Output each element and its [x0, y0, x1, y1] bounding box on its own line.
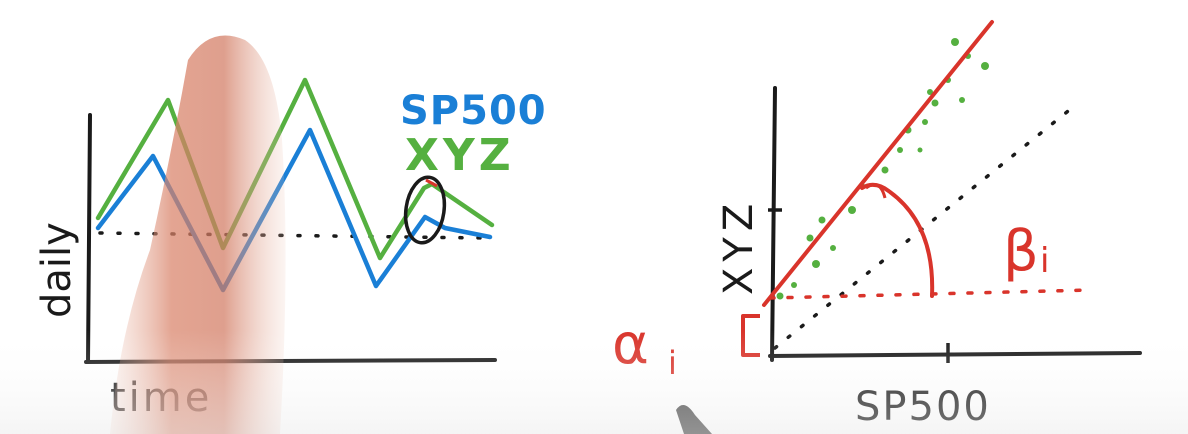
highlight-circle — [403, 175, 447, 245]
left-y-axis — [86, 113, 92, 364]
scatter-points — [776, 38, 989, 300]
regression-line — [762, 20, 994, 307]
left-y-axis-label: daily — [34, 222, 80, 318]
scatter-point — [897, 147, 903, 153]
scatter-point — [818, 216, 826, 224]
scatter-point — [959, 97, 965, 103]
bottom-shade — [0, 330, 1188, 434]
scatter-point — [931, 99, 939, 107]
right-y-axis — [770, 86, 777, 362]
scatter-point — [881, 166, 889, 174]
scatter-point — [981, 62, 989, 70]
highlight-circle-tick — [425, 178, 438, 188]
scatter-point — [951, 38, 959, 46]
beta-angle-arc — [860, 182, 935, 298]
beta-subscript: i — [1040, 241, 1049, 281]
beta-label: β i — [1003, 219, 1049, 284]
scatter-point — [917, 147, 923, 153]
diagonal-reference-dotted — [773, 101, 1080, 350]
legend-xyz-label: XYZ — [405, 130, 515, 181]
scatter-point — [830, 245, 836, 251]
scatter-point — [776, 292, 784, 300]
legend-sp500-label: SP500 — [400, 88, 547, 134]
scatter-point — [922, 119, 928, 125]
scatter-point — [806, 234, 814, 242]
right-y-axis-label: XYZ — [716, 198, 762, 295]
scatter-point — [927, 89, 933, 95]
scatter-point — [848, 206, 856, 214]
scatter-point — [791, 282, 797, 288]
beta-arc-hook — [865, 183, 887, 199]
beta-symbol: β — [1003, 219, 1039, 284]
alpha-baseline-dotted — [768, 288, 1092, 300]
scatter-point — [812, 260, 820, 268]
